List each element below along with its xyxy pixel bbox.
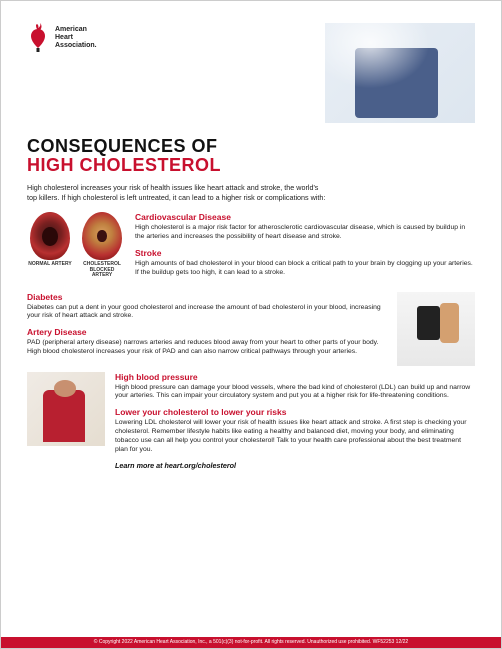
blocked-artery-label: CHOLESTEROL BLOCKED ARTERY [79,262,125,279]
stroke-title: Stroke [135,248,475,258]
cta-link[interactable]: Learn more at heart.org/cholesterol [115,461,475,470]
lower-title: Lower your cholesterol to lower your ris… [115,407,475,417]
hbp-lower-text: High blood pressure High blood pressure … [115,372,475,470]
hbp-body: High blood pressure can damage your bloo… [115,384,475,402]
doctor-photo [325,23,475,123]
logo-block: American Heart Association. [27,23,97,53]
title-line1: CONSEQUENCES OF [27,136,218,156]
brand-line2: Heart [55,34,97,42]
normal-artery-icon [30,212,70,260]
hbp-lower-row: High blood pressure High blood pressure … [27,372,475,470]
logo-text: American Heart Association. [55,26,97,49]
artery-diagram: NORMAL ARTERY CHOLESTEROL BLOCKED ARTERY [27,212,125,283]
intro-text: High cholesterol increases your risk of … [27,183,327,202]
stroke-body: High amounts of bad cholesterol in your … [135,260,475,278]
brand-line3: Association. [55,42,97,50]
page-title: CONSEQUENCES OF HIGH CHOLESTEROL [27,137,475,175]
heart-torch-icon [27,23,49,53]
lower-body: Lowering LDL cholesterol will lower your… [115,419,475,454]
diabetes-artery-row: Diabetes Diabetes can put a dent in your… [27,292,475,366]
normal-artery: NORMAL ARTERY [27,212,73,283]
cardio-stroke-text: Cardiovascular Disease High cholesterol … [135,212,475,283]
diabetes-artery-text: Diabetes Diabetes can put a dent in your… [27,292,387,366]
blocked-artery-icon [82,212,122,260]
blocked-artery: CHOLESTEROL BLOCKED ARTERY [79,212,125,283]
diabetes-title: Diabetes [27,292,387,302]
hbp-title: High blood pressure [115,372,475,382]
artery-disease-body: PAD (peripheral artery disease) narrows … [27,339,387,357]
diabetes-body: Diabetes can put a dent in your good cho… [27,304,387,322]
brand-line1: American [55,26,97,34]
page: American Heart Association. CONSEQUENCES… [1,1,501,470]
person-photo [27,372,105,446]
glucose-meter-photo [397,292,475,366]
artery-disease-title: Artery Disease [27,327,387,337]
title-line2: HIGH CHOLESTEROL [27,155,221,175]
normal-artery-label: NORMAL ARTERY [27,262,73,268]
cardio-title: Cardiovascular Disease [135,212,475,222]
cardio-stroke-row: NORMAL ARTERY CHOLESTEROL BLOCKED ARTERY… [27,212,475,283]
cardio-body: High cholesterol is a major risk factor … [135,224,475,242]
footer-copyright: © Copyright 2022 American Heart Associat… [1,637,501,649]
header: American Heart Association. [27,23,475,123]
